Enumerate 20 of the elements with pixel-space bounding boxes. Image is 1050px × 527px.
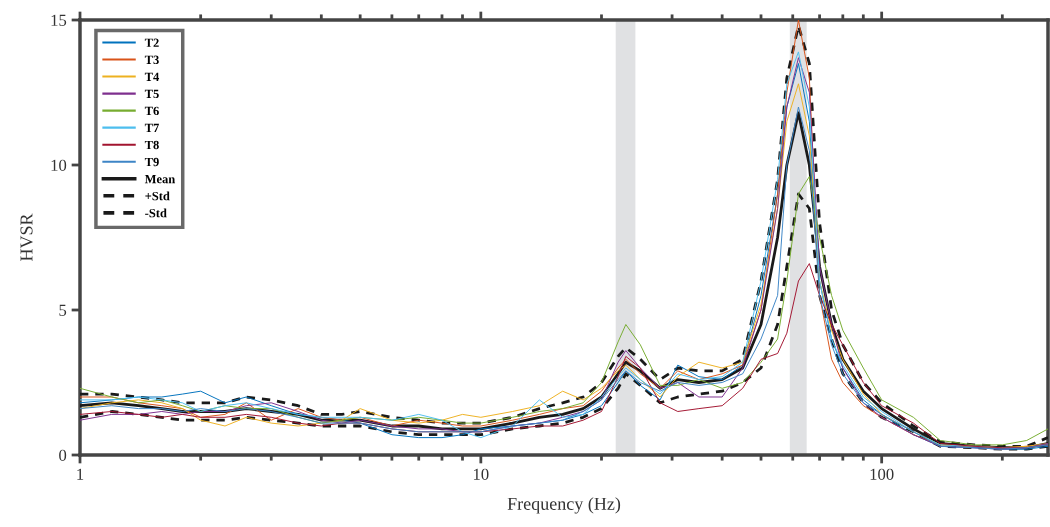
legend-label: T6 [144,106,159,116]
y-tick-label: 5 [59,304,67,316]
legend-label: T4 [144,72,160,81]
x-axis-title: Frequency (Hz) [507,497,621,514]
y-tick-label: 15 [51,14,67,26]
y-axis-title: HVSR [20,213,33,262]
legend-label: -Std [145,208,167,218]
legend-label: T3 [144,55,159,65]
legend-label: Mean [144,174,176,184]
y-tick-label: 0 [59,449,67,461]
x-tick-label: 100 [870,468,894,480]
legend-label: T7 [144,123,159,133]
legend-label: +Std [145,191,170,201]
x-tick-label: 1 [77,468,84,480]
legend-label: T8 [144,140,159,150]
x-tick-label: 10 [473,468,489,480]
y-tick-label: 10 [51,159,67,171]
legend-label: T5 [144,89,159,99]
legend-label: T9 [144,157,159,167]
legend-label: T2 [144,38,159,47]
